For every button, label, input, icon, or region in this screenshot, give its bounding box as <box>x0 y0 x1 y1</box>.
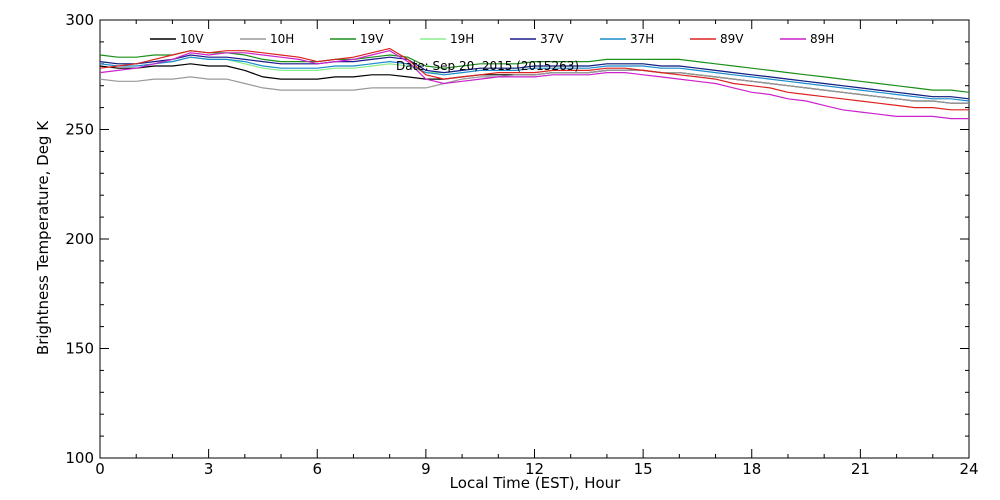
x-tick-label: 24 <box>959 460 978 478</box>
series-line-89h <box>99 50 969 120</box>
y-tick-label: 100 <box>65 449 94 467</box>
x-tick-label: 9 <box>421 460 431 478</box>
legend-label-19v: 19V <box>360 32 384 46</box>
y-axis-title: Brightness Temperature, Deg K <box>34 120 52 355</box>
x-tick-label: 0 <box>95 460 105 478</box>
series-line-37h <box>99 56 970 102</box>
y-tick-label: 150 <box>65 340 94 358</box>
x-tick-label: 3 <box>204 460 214 478</box>
legend-label-10h: 10H <box>270 32 294 46</box>
x-tick-label: 6 <box>312 460 322 478</box>
legend-label-89v: 89V <box>720 32 744 46</box>
y-tick-label: 300 <box>65 11 94 29</box>
y-tick-label: 250 <box>65 121 94 139</box>
date-annotation: Date: Sep 20, 2015 (2015263) <box>396 59 579 73</box>
legend-label-19h: 19H <box>450 32 474 46</box>
legend-label-10v: 10V <box>180 32 204 46</box>
series-line-89v <box>99 47 969 111</box>
x-tick-label: 12 <box>525 460 544 478</box>
series-line-37v <box>99 54 970 100</box>
legend-label-37h: 37H <box>630 32 654 46</box>
legend-label-89h: 89H <box>810 32 834 46</box>
x-tick-label: 15 <box>634 460 653 478</box>
series-line-10h <box>99 69 969 104</box>
x-tick-label: 21 <box>851 460 870 478</box>
series-line-19v <box>99 50 970 93</box>
x-tick-label: 18 <box>742 460 761 478</box>
y-tick-label: 200 <box>65 230 94 248</box>
x-axis-title: Local Time (EST), Hour <box>450 474 621 492</box>
legend-label-37v: 37V <box>540 32 564 46</box>
